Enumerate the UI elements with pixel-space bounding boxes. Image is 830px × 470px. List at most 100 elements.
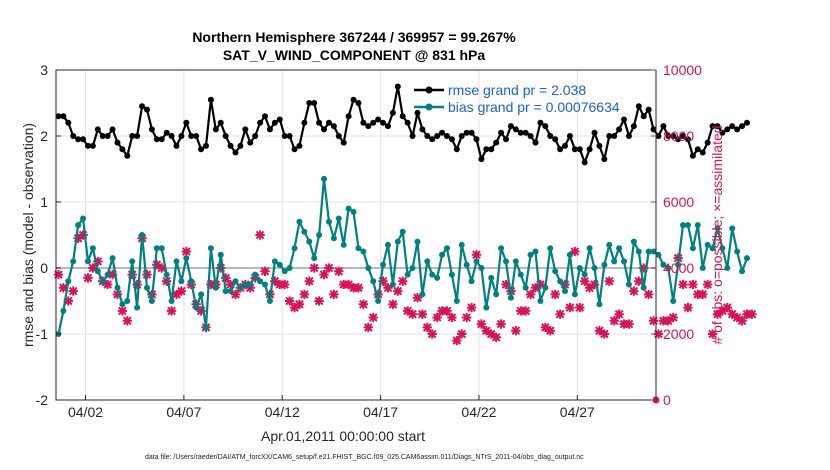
rmse-point (242, 126, 249, 133)
obs-point (393, 286, 403, 296)
bias-point (384, 241, 391, 248)
obs-point (619, 319, 629, 329)
rmse-point (576, 146, 583, 153)
rmse-line (58, 85, 748, 164)
rmse-point (404, 119, 411, 126)
legend-bias-label: bias grand pr = 0.00076634 (448, 99, 620, 115)
rmse-point (463, 129, 470, 136)
rmse-point (188, 133, 195, 139)
bias-point (434, 274, 441, 281)
obs-point (324, 263, 334, 273)
rmse-point (601, 156, 608, 163)
obs-point (304, 276, 314, 286)
obs-point (398, 276, 408, 286)
rmse-point (104, 133, 111, 139)
rmse-point (650, 126, 657, 133)
obs-point (535, 279, 546, 290)
rmse-point (424, 133, 431, 139)
bias-point (237, 284, 244, 291)
bias-point (291, 245, 298, 252)
rmse-point (517, 129, 524, 136)
bias-point (183, 255, 190, 262)
rmse-point (119, 146, 126, 153)
obs-point (432, 312, 442, 323)
bias-point (330, 235, 337, 242)
bias-point (694, 222, 701, 229)
rmse-point (581, 159, 588, 166)
rmse-point (468, 129, 475, 136)
obs-point (363, 322, 373, 333)
bias-point (586, 245, 593, 252)
rmse-point (453, 146, 460, 153)
rmse-point (286, 133, 293, 139)
rmse-point (203, 142, 209, 149)
obs-point (604, 276, 614, 286)
obs-point (496, 319, 506, 329)
rmse-point (291, 146, 298, 153)
rmse-point (321, 126, 328, 133)
rmse-point (355, 100, 362, 106)
obs-point (491, 332, 501, 342)
rmse-point (316, 119, 323, 126)
obs-point (599, 329, 610, 339)
rmse-point (247, 139, 254, 146)
obs-point (525, 289, 536, 300)
rmse-point (158, 136, 165, 143)
obs-point (407, 309, 418, 319)
rmse-point (699, 149, 706, 156)
bias-point (625, 281, 632, 288)
bias-point (503, 258, 509, 265)
bias-point (640, 284, 647, 291)
obs-point (727, 309, 737, 319)
bias-point (311, 255, 318, 262)
y-right-tick-label: 6000 (663, 194, 694, 210)
x-tick-label: 04/22 (461, 404, 496, 420)
bias-point (148, 298, 155, 304)
bias-point (198, 291, 205, 298)
obs-point (452, 335, 462, 346)
rmse-point (473, 136, 480, 143)
rmse-point (217, 119, 224, 126)
obs-point (176, 286, 187, 296)
bias-point (704, 241, 711, 248)
rmse-point (399, 113, 406, 120)
obs-point (358, 299, 369, 309)
rmse-point (198, 146, 205, 153)
obs-point (717, 306, 728, 316)
bias-point (645, 248, 652, 255)
bias-point (537, 298, 544, 304)
bias-point (630, 238, 637, 245)
obs-point (216, 263, 226, 273)
obs-point (93, 256, 103, 267)
obs-point (609, 316, 619, 326)
bias-point (242, 281, 249, 288)
obs-point (422, 322, 432, 333)
bias-point (266, 298, 273, 304)
bias-point (80, 215, 87, 222)
rmse-point (89, 142, 96, 149)
rmse-point (99, 133, 106, 139)
obs-point (520, 306, 531, 316)
obs-point (594, 326, 605, 336)
bias-point (547, 245, 554, 252)
obs-point (78, 230, 88, 240)
bias-point (143, 284, 150, 291)
bias-point (399, 228, 406, 235)
obs-point (289, 302, 300, 313)
rmse-point (134, 133, 141, 139)
y-tick-label: -2 (36, 392, 49, 408)
bias-point (699, 265, 706, 271)
obs-point (329, 289, 339, 300)
rmse-point (532, 139, 539, 146)
rmse-point (296, 142, 303, 149)
rmse-point (694, 146, 701, 153)
obs-point (663, 316, 673, 326)
bias-point (557, 278, 564, 285)
bias-point (448, 271, 455, 278)
bias-point (621, 258, 628, 265)
rmse-point (55, 113, 62, 120)
obs-point (565, 302, 575, 313)
rmse-point (552, 136, 559, 143)
bias-point (394, 238, 401, 245)
